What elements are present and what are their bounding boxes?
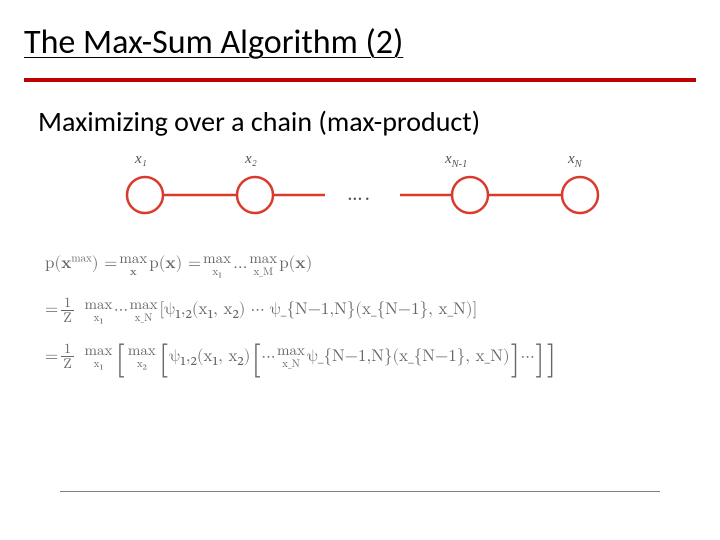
eq1-max-x-bot: 𝐱	[130, 267, 137, 278]
eq3-pre: =	[45, 341, 58, 373]
eq2-max-x1-bot: x₁	[94, 313, 103, 324]
eq1-lhs-p: p(𝐱	[45, 255, 71, 272]
chain-node-label: x₁	[134, 151, 147, 167]
eq3-max-x2-bot: x₂	[137, 359, 147, 370]
eq3-frac: 1 Z	[61, 342, 74, 371]
eq3-max-xN: max x_N	[277, 343, 305, 370]
eq3-max-x2-top: max	[128, 343, 156, 358]
slide-title: The Max-Sum Algorithm (2)	[24, 22, 403, 63]
eq2-dots: ⋯	[114, 294, 127, 326]
eq2-frac-num: 1	[62, 296, 73, 310]
eq3-max-x2: max x₂	[128, 343, 156, 370]
eq1-dots: …	[233, 248, 247, 280]
equations-block: p(𝐱max) = max 𝐱 p(𝐱) = max x₁ … max x_M …	[45, 248, 685, 387]
eq3-max-x1: max x₁	[84, 343, 112, 370]
eq1-lhs: p(𝐱max) =	[45, 248, 117, 280]
eq1-max-x1: max x₁	[203, 251, 231, 278]
eq3-frac-num: 1	[62, 342, 73, 356]
chain-node-label: x₂	[244, 151, 257, 167]
eq2-max-xN: max x_N	[130, 297, 158, 324]
eq2-body: [ψ₁,₂(x₁, x₂) ⋯ ψ_{N−1,N}(x_{N−1}, x_N)]	[160, 294, 478, 326]
eq2-frac-den: Z	[61, 310, 74, 325]
eq3-dots-1: ⋯	[262, 341, 275, 373]
eq1-lhs-after: ) =	[92, 255, 117, 272]
eq3-psiN: ψ_{N−1,N}(x_{N−1}, x_N)	[307, 341, 510, 373]
eq3-max-x1-top: max	[84, 343, 112, 358]
chain-node	[127, 177, 163, 213]
eq2-max-x1: max x₁	[84, 297, 112, 324]
slide: The Max-Sum Algorithm (2) Maximizing ove…	[0, 0, 720, 540]
chain-node	[562, 177, 598, 213]
slide-subtitle: Maximizing over a chain (max-product)	[38, 104, 480, 139]
eq3-dots-2: ⋯	[521, 341, 534, 373]
eq3-psi12: ψ₁,₂(x₁, x₂)	[169, 341, 250, 373]
equation-line-3: = 1 Z max x₁ [ max x₂ [ ψ₁,₂(x₁, x₂) [ ⋯…	[45, 341, 685, 373]
eq3-max-xN-bot: x_N	[282, 359, 300, 370]
eq1-max-xM-top: max	[249, 251, 277, 266]
eq3-max-x1-bot: x₁	[94, 359, 103, 370]
eq1-max-x-top: max	[119, 251, 147, 266]
chain-diagram: x₁ x₂ xN-1 xN ….	[90, 145, 640, 225]
chain-node	[237, 177, 273, 213]
chain-node-label: xN	[567, 151, 583, 170]
eq1-mid: p(𝐱) =	[149, 248, 201, 280]
bottom-rule	[60, 491, 660, 492]
eq3-max-xN-top: max	[277, 343, 305, 358]
eq1-lhs-sup: max	[71, 253, 91, 264]
eq1-max-x1-bot: x₁	[212, 267, 221, 278]
equation-line-2: = 1 Z max x₁ ⋯ max x_N [ψ₁,₂(x₁, x₂) ⋯ ψ…	[45, 294, 685, 326]
eq1-max-xM-bot: x_M	[253, 267, 273, 278]
eq1-max-xM: max x_M	[249, 251, 277, 278]
eq1-end: p(𝐱)	[279, 248, 312, 280]
eq3-frac-den: Z	[61, 356, 74, 371]
eq1-max-x: max 𝐱	[119, 251, 147, 278]
eq2-max-x1-top: max	[84, 297, 112, 312]
eq2-frac: 1 Z	[61, 296, 74, 325]
eq2-pre: =	[45, 294, 58, 326]
chain-node	[452, 177, 488, 213]
eq2-max-xN-top: max	[130, 297, 158, 312]
accent-rule	[24, 78, 696, 82]
eq2-max-xN-bot: x_N	[135, 313, 153, 324]
eq1-max-x1-top: max	[203, 251, 231, 266]
chain-ellipsis: ….	[348, 182, 373, 206]
equation-line-1: p(𝐱max) = max 𝐱 p(𝐱) = max x₁ … max x_M …	[45, 248, 685, 280]
chain-node-label: xN-1	[444, 151, 467, 170]
